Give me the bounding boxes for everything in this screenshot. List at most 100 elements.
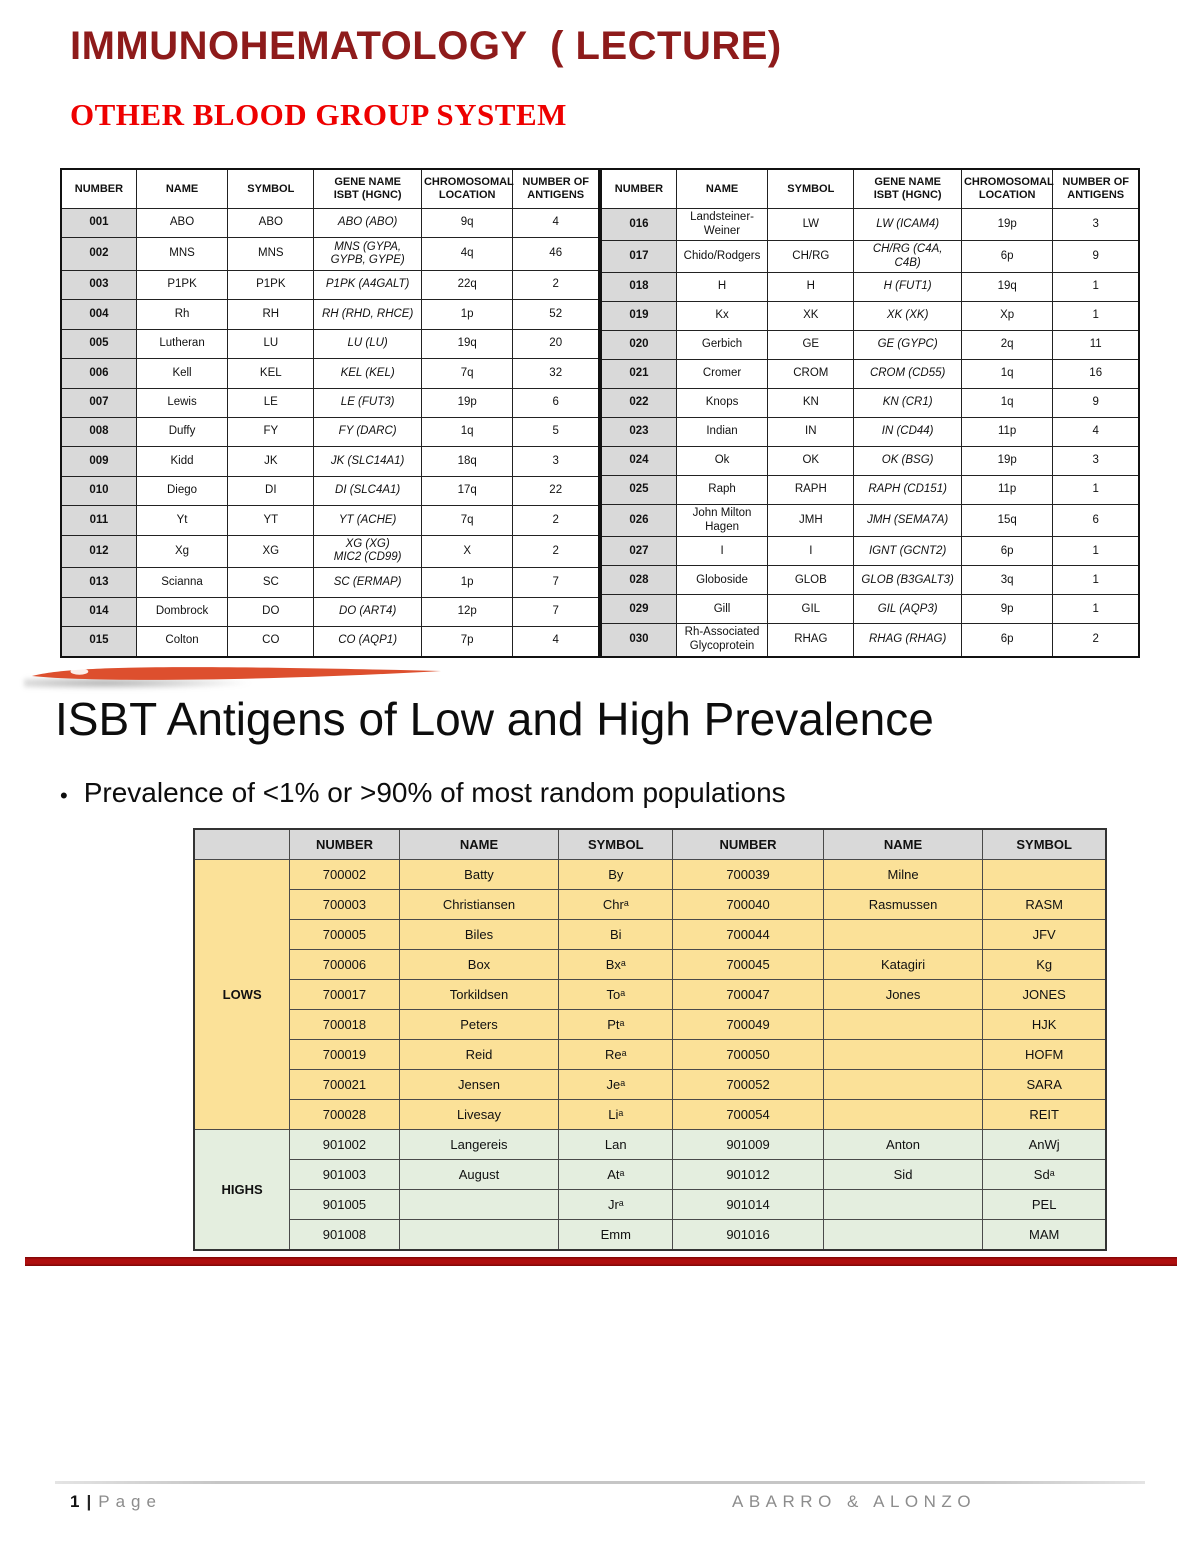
table-cell: P1PK [135,269,229,301]
table-cell: Diego [135,475,229,507]
table-row: 014 Dombrock DO DO (ART4) 12p 7 [60,596,600,628]
table-cell: GLOB [767,565,855,596]
column-header: GENE NAME ISBT (HGNC) [853,168,962,209]
table-cell: JFV [982,919,1107,950]
page-number-area: 1 | Page [70,1492,162,1512]
column-header: NUMBER [672,828,824,860]
table-cell: JMH [767,504,855,538]
table-cell: Langereis [398,1129,560,1160]
table-cell: 021 [600,359,677,390]
table-cell: Xg [135,534,229,569]
table-cell: 700017 [289,979,400,1010]
table-row: 001 ABO ABO ABO (ABO) 9q 4 [60,207,600,239]
table-row: 018 H H H (FUT1) 19q 1 [600,272,1140,303]
table-cell: DO (ART4) [313,596,422,628]
table-cell: Kell [135,358,229,389]
table-cell: 7q [420,358,514,389]
table-cell: HJK [982,1009,1107,1040]
table-cell: Christiansen [398,889,560,920]
table-cell: 700019 [289,1039,400,1070]
table-row: 901008 Emm 901016 MAM [194,1219,1107,1251]
table-cell: Peters [398,1009,560,1040]
footer-separator: | [86,1492,92,1511]
table-row: 901003 August Atᵃ 901012 Sid Sdᵃ [194,1159,1107,1190]
table-row: 003 P1PK P1PK P1PK (A4GALT) 22q 2 [60,269,600,301]
table-cell: 1q [420,417,514,448]
column-header: CHROMOSOMAL LOCATION [420,168,514,209]
bullet-point: • Prevalence of <1% or >90% of most rand… [60,777,786,809]
table-row: LOWS 700002 Batty By 700039 Milne [193,859,1107,1130]
blood-group-systems-table-right: NUMBER NAME SYMBOL GENE NAME ISBT (HGNC) CHR… [600,168,1140,658]
table-cell: Landsteiner- Weiner [675,207,769,242]
table-cell: 22q [420,269,514,301]
table-cell: 700047 [672,979,824,1010]
column-header: SYMBOL [982,828,1107,860]
table-cell: XG (XG) MIC2 (CD99) [313,534,422,569]
table-cell: 024 [600,446,677,477]
table-cell: 003 [60,269,137,301]
table-cell: IN (CD44) [853,417,962,448]
table-cell: MNS [135,237,229,271]
table-cell: 46 [512,237,600,271]
table-row: HIGHS 901002 Langereis Lan 901009 Anton AnWj [193,1129,1107,1251]
table-cell: HOFM [982,1039,1107,1070]
table-row: 901005 Jrᵃ 901014 PEL [194,1189,1107,1220]
table-cell: 030 [600,623,677,657]
table-cell: Ok [675,446,769,477]
table-cell: 901005 [289,1189,400,1220]
table-cell [822,1039,984,1070]
table-cell: 901012 [672,1159,824,1190]
table-cell: XK [767,301,855,332]
bullet-icon: • [60,783,68,808]
table-cell: H [767,272,855,303]
table-cell [982,859,1107,890]
group-label-lows: LOWS [193,859,291,1130]
table-cell: 007 [60,387,137,419]
table-cell: Bi [558,919,674,950]
table-cell: REIT [982,1099,1107,1130]
table-cell: 700028 [289,1099,400,1130]
table-cell: 22 [512,475,600,507]
table-row: 030 Rh-Associated Glycoprotein RHAG RHAG (R… [600,623,1140,657]
table-row: 026 John Milton Hagen JMH JMH (SEMA7A) 15q 6 [600,504,1140,538]
table-cell: Box [398,949,560,980]
column-header: SYMBOL [227,168,315,209]
column-header: NUMBER OF ANTIGENS [1052,168,1140,209]
table-cell: 011 [60,505,137,536]
table-row: 010 Diego DI DI (SLC4A1) 17q 22 [60,475,600,507]
table-cell: 018 [600,272,677,303]
table-cell: SC (ERMAP) [313,567,422,598]
table-cell: KN (CR1) [853,388,962,419]
table-cell: LW (ICAM4) [853,207,962,242]
table-cell: PEL [982,1189,1107,1220]
table-cell [822,919,984,950]
table-cell [398,1219,560,1251]
table-cell: MAM [982,1219,1107,1251]
table-cell: Dombrock [135,596,229,628]
table-cell: KEL [227,358,315,389]
table-cell: Katagiri [822,949,984,980]
table-cell: CO [227,626,315,657]
table-cell: Emm [558,1219,674,1251]
table-cell: IGNT (GCNT2) [853,536,962,567]
table-cell: 2 [1052,623,1140,657]
table-cell: Duffy [135,417,229,448]
table-cell: Torkildsen [398,979,560,1010]
table-cell: 017 [600,240,677,274]
table-cell: LE (FUT3) [313,387,422,419]
table-cell: Xp [960,301,1054,332]
table-cell: 901002 [289,1129,400,1160]
table-cell: 1p [420,299,514,330]
table-cell: 7 [512,596,600,628]
table-cell: Atᵃ [558,1159,674,1190]
footer-authors: ABARRO & ALONZO [732,1492,977,1511]
table-cell: 901009 [672,1129,824,1160]
footer-rule [55,1481,1145,1484]
table-cell: IN [767,417,855,448]
table-cell: 008 [60,417,137,448]
column-header: NAME [135,168,229,209]
table-cell: 026 [600,504,677,538]
table-cell: 3 [1052,446,1140,477]
table-cell: 700052 [672,1069,824,1100]
table-cell: 6 [1052,504,1140,538]
